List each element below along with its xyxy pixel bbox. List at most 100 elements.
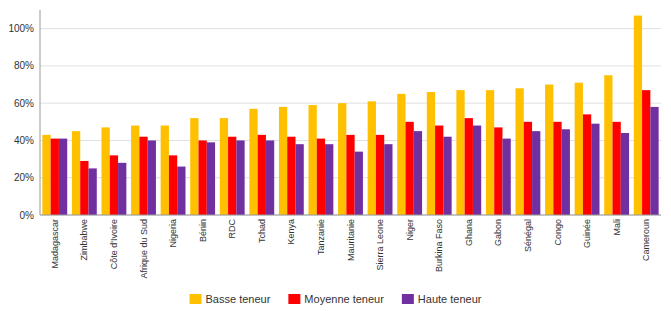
- legend-item: Moyenne teneur: [288, 293, 384, 305]
- bar: [309, 105, 317, 215]
- bar: [102, 127, 110, 215]
- bar: [532, 131, 540, 215]
- bar: [236, 140, 244, 215]
- y-tick-label: 60%: [14, 98, 34, 109]
- x-tick-label: Tanzanie: [316, 219, 326, 255]
- bar: [51, 139, 59, 215]
- bar: [443, 137, 451, 215]
- bar: [161, 126, 169, 215]
- bar: [473, 126, 481, 215]
- bar: [355, 152, 363, 215]
- chart-svg: 0% 20% 40% 60% 80% 100% Madagascar Zimbabwe Côte…: [0, 0, 671, 311]
- legend-label: Basse teneur: [206, 293, 271, 305]
- bar: [435, 126, 443, 215]
- legend-swatch: [402, 294, 414, 304]
- bar: [266, 140, 274, 215]
- axis-line: [40, 10, 41, 215]
- legend-swatch: [288, 294, 300, 304]
- y-tick-label: 20%: [14, 172, 34, 183]
- legend-item: Basse teneur: [190, 293, 271, 305]
- x-tick-label: Mali: [612, 219, 622, 236]
- bar: [199, 140, 207, 215]
- bar: [494, 127, 502, 215]
- x-tick-label: Niger: [405, 219, 415, 241]
- bar: [545, 85, 553, 215]
- bar-series: [51, 90, 651, 215]
- grid-line: [40, 28, 661, 29]
- bars: [42, 16, 658, 215]
- chart-container: 0% 20% 40% 60% 80% 100% Madagascar Zimbabwe Côte…: [0, 0, 671, 311]
- bar: [621, 133, 629, 215]
- x-tick-label: Congo: [553, 219, 563, 246]
- grid-line: [40, 215, 661, 216]
- y-tick-label: 0%: [20, 210, 35, 221]
- x-tick-label: Kenya: [286, 219, 296, 245]
- bar: [80, 161, 88, 215]
- x-tick-label: Nigeria: [168, 219, 178, 248]
- x-axis-line: [40, 215, 661, 216]
- bar: [148, 140, 156, 215]
- bar: [562, 129, 570, 215]
- bar: [139, 137, 147, 215]
- bar: [486, 90, 494, 215]
- x-tick-label: Tchad: [257, 219, 267, 243]
- bar: [502, 139, 510, 215]
- bar: [368, 101, 376, 215]
- bar: [465, 118, 473, 215]
- bar: [177, 167, 185, 215]
- bar: [406, 122, 414, 215]
- x-tick-label: Cameroun: [641, 219, 651, 261]
- x-tick-label: Sénégal: [523, 219, 533, 252]
- bar-series: [42, 16, 642, 215]
- bar: [279, 107, 287, 215]
- y-tick-label: 80%: [14, 60, 34, 71]
- bar: [642, 90, 650, 215]
- bar: [325, 144, 333, 215]
- bar: [575, 83, 583, 215]
- bar: [397, 94, 405, 215]
- grid-line: [40, 65, 661, 66]
- y-axis: 0% 20% 40% 60% 80% 100%: [8, 23, 34, 220]
- bar: [591, 124, 599, 215]
- bar: [118, 163, 126, 215]
- legend-swatch: [190, 294, 202, 304]
- x-tick-label: Zimbabwe: [79, 219, 89, 261]
- bar: [169, 155, 177, 215]
- bar: [220, 118, 228, 215]
- bar: [338, 103, 346, 215]
- bar: [524, 122, 532, 215]
- bar: [553, 122, 561, 215]
- bar: [376, 135, 384, 215]
- bar: [583, 114, 591, 215]
- bar: [604, 75, 612, 215]
- y-tick-label: 40%: [14, 135, 34, 146]
- bar: [414, 131, 422, 215]
- bar: [634, 16, 642, 215]
- x-tick-label: Guinée: [582, 219, 592, 248]
- bar: [131, 126, 139, 215]
- x-axis: MadagascarZimbabweCôte d'IvoireAfrique d…: [50, 219, 651, 279]
- legend-label: Moyenne teneur: [304, 293, 384, 305]
- bar: [190, 118, 198, 215]
- bar: [427, 92, 435, 215]
- bar: [346, 135, 354, 215]
- bar: [456, 90, 464, 215]
- x-tick-label: Côte d'Ivoire: [109, 219, 119, 269]
- bar: [650, 107, 658, 215]
- legend-label: Haute teneur: [418, 293, 482, 305]
- bar: [88, 168, 96, 215]
- bar: [258, 135, 266, 215]
- bar: [287, 137, 295, 215]
- y-tick-label: 100%: [8, 23, 34, 34]
- legend-item: Haute teneur: [402, 293, 482, 305]
- bar-series: [59, 107, 659, 215]
- bar: [207, 142, 215, 215]
- bar: [110, 155, 118, 215]
- bar: [59, 139, 67, 215]
- x-tick-label: Madagascar: [50, 219, 60, 269]
- bar: [228, 137, 236, 215]
- bar: [295, 144, 303, 215]
- bar: [516, 88, 524, 215]
- x-tick-label: Bénin: [198, 219, 208, 242]
- legend: Basse teneur Moyenne teneur Haute teneur: [190, 293, 482, 305]
